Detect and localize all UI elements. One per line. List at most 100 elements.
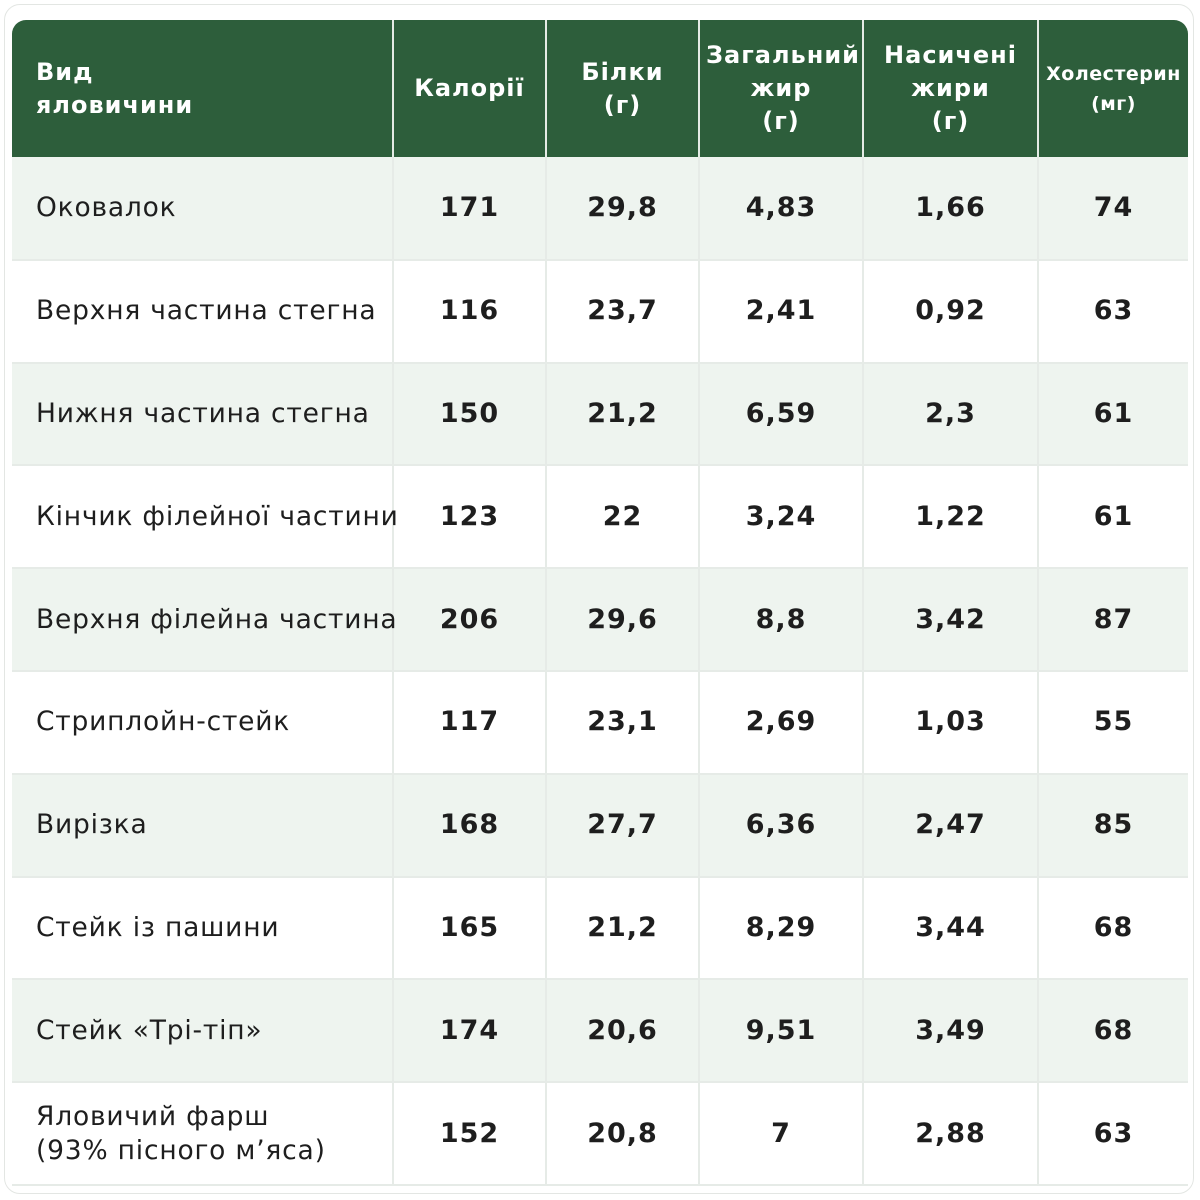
header-line: яловичини (36, 90, 194, 119)
cell-saturated-fat: 3,44 (863, 876, 1039, 981)
cell-saturated-fat: 3,49 (863, 979, 1039, 1084)
cell-calories: 174 (393, 979, 547, 1084)
cell-beef-type: Стейк «Трі-тіп» (12, 979, 394, 1084)
cell-saturated-fat: 2,88 (863, 1082, 1039, 1186)
table-row: Верхня частина стегна 116 23,7 2,41 0,92… (12, 259, 1188, 364)
beef-type-note: (93% пісного м’яса) (36, 1134, 326, 1166)
cell-beef-type: Нижня частина стегна (12, 362, 394, 467)
cell-calories: 123 (393, 465, 547, 570)
cell-protein: 20,6 (546, 979, 700, 1084)
table-row: Стриплойн-стейк 117 23,1 2,69 1,03 55 (12, 670, 1188, 775)
cell-beef-type: Вирізка (12, 773, 394, 878)
header-cholesterol: Холестерин (мг) (1038, 20, 1188, 157)
cell-protein: 23,1 (546, 670, 700, 775)
beef-type-name: Стриплойн-стейк (36, 706, 291, 738)
cell-saturated-fat: 1,66 (863, 157, 1039, 261)
table-row: Кінчик філейної частини 123 22 3,24 1,22… (12, 465, 1188, 570)
cell-cholesterol: 68 (1038, 876, 1188, 981)
cell-saturated-fat: 2,47 (863, 773, 1039, 878)
header-calories: Калорії (393, 20, 547, 157)
cell-saturated-fat: 2,3 (863, 362, 1039, 467)
cell-protein: 29,8 (546, 157, 700, 261)
table-row: Верхня філейна частина 206 29,6 8,8 3,42… (12, 568, 1188, 672)
beef-type-name: Оковалок (36, 191, 177, 223)
cell-cholesterol: 61 (1038, 465, 1188, 570)
header-line: жири (911, 74, 990, 102)
table-row: Вирізка 168 27,7 6,36 2,47 85 (12, 773, 1188, 878)
cell-calories: 116 (393, 259, 547, 364)
header-protein: Білки (г) (546, 20, 700, 157)
cell-protein: 23,7 (546, 259, 700, 364)
cell-cholesterol: 61 (1038, 362, 1188, 467)
cell-beef-type: Кінчик філейної частини (12, 465, 399, 570)
beef-type-name: Нижня частина стегна (36, 397, 370, 429)
cell-beef-type: Стриплойн-стейк (12, 670, 394, 775)
cell-total-fat: 7 (699, 1082, 864, 1186)
header-line: Насичені (884, 41, 1017, 69)
cell-cholesterol: 87 (1038, 568, 1188, 672)
cell-calories: 152 (393, 1082, 547, 1186)
cell-cholesterol: 74 (1038, 157, 1188, 261)
cell-protein: 20,8 (546, 1082, 700, 1186)
header-line: Калорії (414, 74, 525, 102)
cell-beef-type: Яловичий фарш (93% пісного м’яса) (12, 1082, 394, 1186)
beef-type-name: Верхня філейна частина (36, 603, 398, 635)
cell-total-fat: 3,24 (699, 465, 864, 570)
header-line: Загальний (706, 41, 860, 69)
cell-saturated-fat: 3,42 (863, 568, 1039, 672)
cell-protein: 29,6 (546, 568, 700, 672)
cell-beef-type: Верхня частина стегна (12, 259, 394, 364)
cell-total-fat: 6,59 (699, 362, 864, 467)
cell-saturated-fat: 0,92 (863, 259, 1039, 364)
cell-protein: 21,2 (546, 876, 700, 981)
table-row: Яловичий фарш (93% пісного м’яса) 152 20… (12, 1082, 1188, 1186)
beef-type-name: Вирізка (36, 809, 148, 841)
header-total-fat: Загальний жир (г) (699, 20, 864, 157)
beef-type-name: Кінчик філейної частини (36, 500, 399, 532)
header-line: (г) (762, 107, 800, 135)
cell-calories: 168 (393, 773, 547, 878)
header-line: (мг) (1091, 92, 1136, 115)
cell-cholesterol: 55 (1038, 670, 1188, 775)
table-row: Стейк із пашини 165 21,2 8,29 3,44 68 (12, 876, 1188, 981)
beef-type-name: Стейк «Трі-тіп» (36, 1014, 263, 1046)
cell-calories: 171 (393, 157, 547, 261)
header-beef-type: Вид яловичини (12, 20, 394, 157)
header-line: жир (750, 74, 812, 102)
cell-total-fat: 8,29 (699, 876, 864, 981)
table-row: Стейк «Трі-тіп» 174 20,6 9,51 3,49 68 (12, 979, 1188, 1084)
cell-cholesterol: 63 (1038, 1082, 1188, 1186)
cell-total-fat: 2,69 (699, 670, 864, 775)
table-row: Нижня частина стегна 150 21,2 6,59 2,3 6… (12, 362, 1188, 467)
cell-cholesterol: 85 (1038, 773, 1188, 878)
cell-cholesterol: 63 (1038, 259, 1188, 364)
cell-calories: 150 (393, 362, 547, 467)
cell-saturated-fat: 1,03 (863, 670, 1039, 775)
cell-total-fat: 4,83 (699, 157, 864, 261)
cell-total-fat: 6,36 (699, 773, 864, 878)
cell-calories: 206 (393, 568, 547, 672)
cell-total-fat: 8,8 (699, 568, 864, 672)
beef-type-name: Верхня частина стегна (36, 295, 377, 327)
header-line: (г) (931, 107, 970, 135)
beef-nutrition-table: Вид яловичини Калорії Білки (г) Загальни… (12, 20, 1188, 1186)
cell-protein: 22 (546, 465, 700, 570)
table-header: Вид яловичини Калорії Білки (г) Загальни… (12, 20, 1188, 157)
header-line: Білки (581, 57, 664, 86)
cell-protein: 27,7 (546, 773, 700, 878)
cell-beef-type: Оковалок (12, 157, 394, 261)
cell-cholesterol: 68 (1038, 979, 1188, 1084)
header-line: Холестерин (1046, 62, 1181, 85)
cell-total-fat: 9,51 (699, 979, 864, 1084)
cell-protein: 21,2 (546, 362, 700, 467)
header-saturated-fat: Насичені жири (г) (863, 20, 1039, 157)
beef-type-name: Стейк із пашини (36, 911, 280, 943)
cell-calories: 165 (393, 876, 547, 981)
header-row: Вид яловичини Калорії Білки (г) Загальни… (12, 20, 1188, 157)
table-body: Оковалок 171 29,8 4,83 1,66 74 Верхня ча… (12, 157, 1188, 1186)
cell-beef-type: Верхня філейна частина (12, 568, 398, 672)
cell-calories: 117 (393, 670, 547, 775)
cell-total-fat: 2,41 (699, 259, 864, 364)
header-line: (г) (603, 90, 642, 119)
cell-beef-type: Стейк із пашини (12, 876, 394, 981)
